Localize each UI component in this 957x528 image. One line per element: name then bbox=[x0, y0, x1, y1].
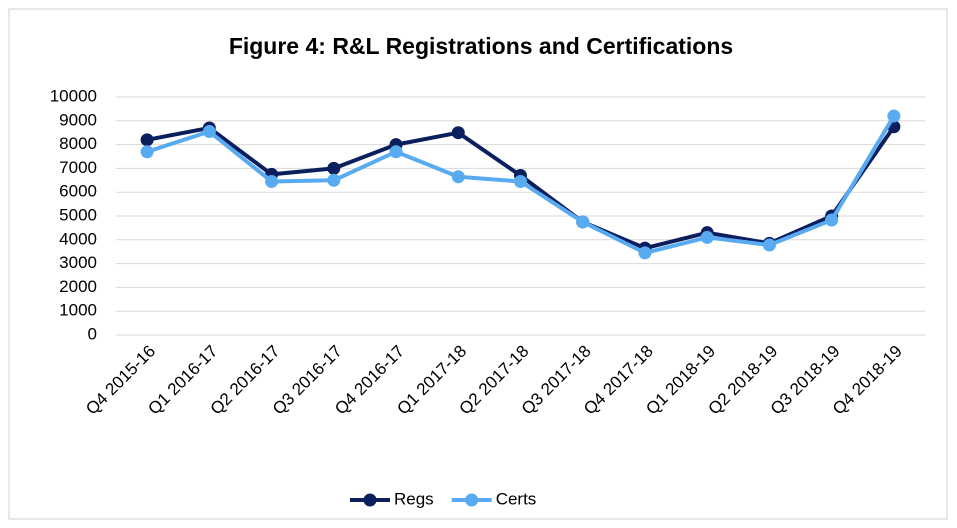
y-tick-label: 4000 bbox=[59, 229, 97, 248]
y-tick-label: 2000 bbox=[59, 277, 97, 296]
data-point bbox=[265, 174, 279, 188]
data-point bbox=[327, 161, 341, 175]
data-point bbox=[887, 109, 901, 123]
data-point bbox=[327, 173, 341, 187]
y-tick-label: 8000 bbox=[59, 134, 97, 153]
data-point bbox=[202, 125, 216, 139]
data-point bbox=[140, 145, 154, 159]
y-tick-label: 3000 bbox=[59, 253, 97, 272]
data-point bbox=[825, 213, 839, 227]
data-point bbox=[140, 133, 154, 147]
y-tick-label: 1000 bbox=[59, 301, 97, 320]
legend-label: Regs bbox=[394, 489, 434, 508]
data-point bbox=[638, 246, 652, 260]
data-point bbox=[389, 145, 403, 159]
legend-label: Certs bbox=[496, 489, 537, 508]
legend-marker bbox=[465, 493, 479, 507]
data-point bbox=[451, 126, 465, 140]
y-tick-label: 7000 bbox=[59, 158, 97, 177]
y-tick-label: 5000 bbox=[59, 205, 97, 224]
data-point bbox=[700, 230, 714, 244]
y-tick-label: 0 bbox=[88, 324, 97, 343]
y-tick-label: 10000 bbox=[50, 86, 97, 105]
y-tick-label: 9000 bbox=[59, 110, 97, 129]
data-point bbox=[576, 215, 590, 229]
data-point bbox=[762, 238, 776, 252]
y-tick-label: 6000 bbox=[59, 182, 97, 201]
data-point bbox=[514, 174, 527, 188]
data-point bbox=[451, 170, 465, 184]
chart-title: Figure 4: R&L Registrations and Certific… bbox=[229, 33, 733, 59]
legend-marker bbox=[363, 493, 377, 507]
